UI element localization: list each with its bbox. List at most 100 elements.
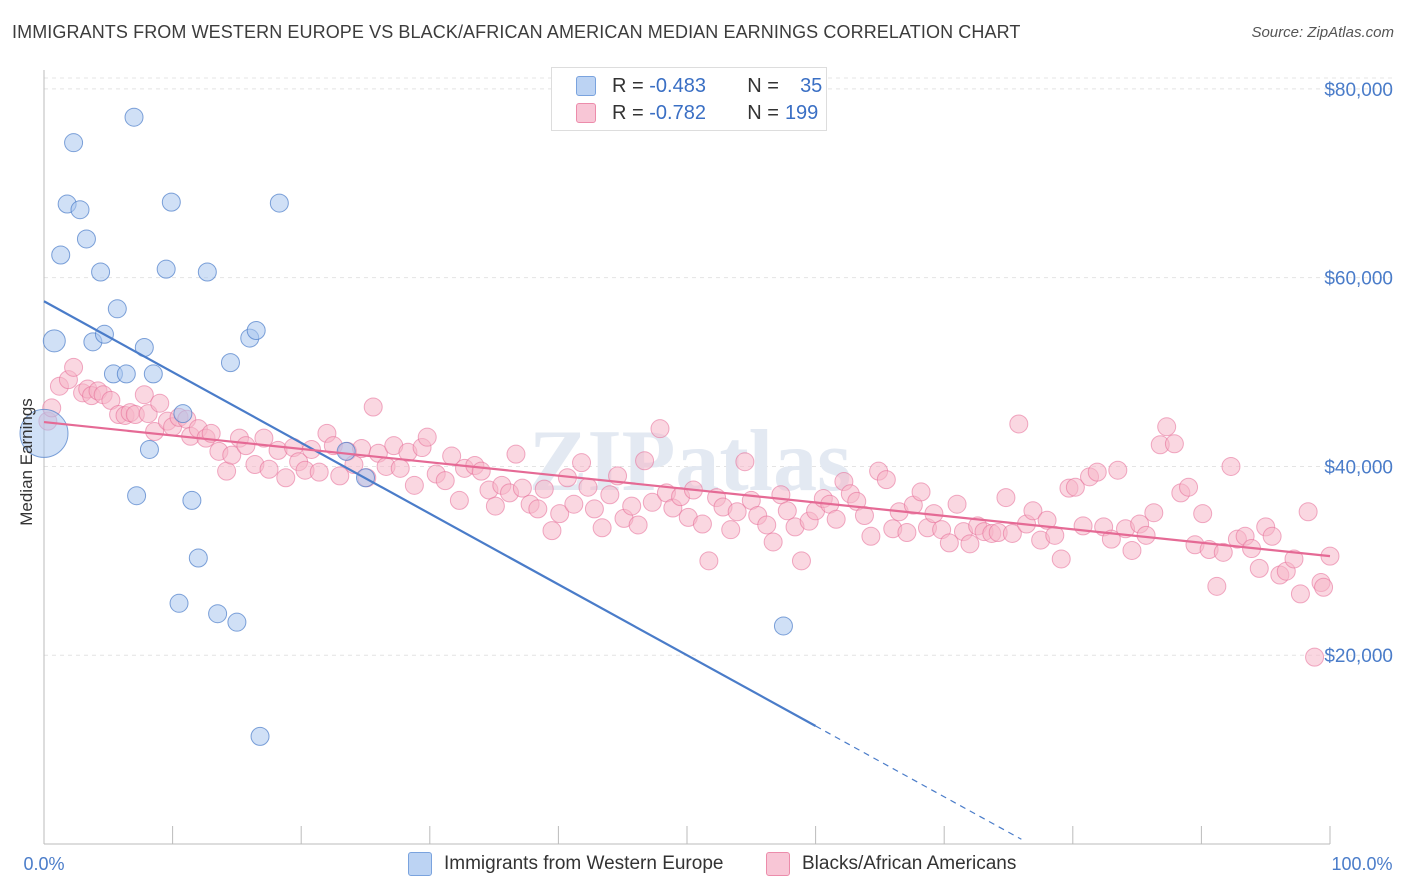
pink-point-133 xyxy=(960,534,980,554)
blue-point-21 xyxy=(173,404,193,424)
pink-point-180 xyxy=(1290,584,1310,604)
pink-point-73 xyxy=(534,479,554,499)
blue-point-12 xyxy=(116,364,136,384)
pink-point-151 xyxy=(1087,462,1107,482)
legend-r-value: -0.483 xyxy=(649,74,706,97)
pink-point-130 xyxy=(939,533,959,553)
pink-point-142 xyxy=(1023,501,1043,521)
pink-point-55 xyxy=(404,475,424,495)
blue-point-22 xyxy=(182,490,202,510)
pink-point-41 xyxy=(309,462,329,482)
pink-point-44 xyxy=(330,466,350,486)
pink-point-80 xyxy=(584,499,604,519)
pink-point-85 xyxy=(622,496,642,516)
pink-point-161 xyxy=(1157,417,1177,437)
blue-point-20 xyxy=(169,593,189,613)
blue-point-26 xyxy=(220,353,240,373)
pink-point-154 xyxy=(1108,460,1128,480)
pink-point-131 xyxy=(947,494,967,514)
pink-point-81 xyxy=(592,518,612,538)
legend-r-label: R = xyxy=(612,101,644,124)
y-axis-label: Median Earnings xyxy=(17,398,36,526)
trend-line-blue-extension xyxy=(815,725,1022,840)
pink-point-89 xyxy=(650,419,670,439)
chart-title: IMMIGRANTS FROM WESTERN EUROPE VS BLACK/… xyxy=(12,22,1021,42)
legend-n-label: N = xyxy=(747,101,779,124)
pink-point-61 xyxy=(449,490,469,510)
blue-point-31 xyxy=(269,193,289,213)
pink-point-105 xyxy=(763,532,783,552)
pink-point-181 xyxy=(1298,502,1318,522)
pink-point-179 xyxy=(1284,549,1304,569)
pink-point-59 xyxy=(435,471,455,491)
pink-point-86 xyxy=(628,515,648,535)
blue-point-8 xyxy=(91,262,111,282)
pink-point-100 xyxy=(727,502,747,522)
trend-line-blue xyxy=(43,300,817,727)
pink-point-70 xyxy=(512,478,532,498)
blue-point-30 xyxy=(250,726,270,746)
pink-point-119 xyxy=(861,526,881,546)
pink-point-28 xyxy=(217,461,237,481)
legend-n-label: N = xyxy=(747,74,779,97)
pink-point-82 xyxy=(600,485,620,505)
y-tick-label-2: $60,000 xyxy=(1324,269,1393,290)
pink-point-69 xyxy=(506,444,526,464)
blue-point-11 xyxy=(107,299,127,319)
pink-point-174 xyxy=(1249,558,1269,578)
blue-point-27 xyxy=(227,612,247,632)
pink-point-96 xyxy=(699,551,719,571)
pink-point-140 xyxy=(1009,414,1029,434)
legend-r-label: R = xyxy=(612,74,644,97)
pink-point-34 xyxy=(259,459,279,479)
pink-point-99 xyxy=(721,520,741,540)
pink-point-107 xyxy=(777,501,797,521)
pink-point-162 xyxy=(1164,434,1184,454)
pink-point-156 xyxy=(1122,540,1142,560)
bottom-legend-pink: Blacks/African Americans xyxy=(766,850,1016,878)
blue-point-19 xyxy=(161,192,181,212)
legend-swatch-blue xyxy=(576,76,596,96)
pink-point-170 xyxy=(1221,456,1241,476)
chart-source: Source: ZipAtlas.com xyxy=(1251,24,1394,41)
pink-point-184 xyxy=(1314,577,1334,597)
bottom-legend-swatch-blue xyxy=(408,852,432,876)
pink-point-138 xyxy=(996,488,1016,508)
pink-point-26 xyxy=(201,423,221,443)
pink-point-109 xyxy=(791,551,811,571)
pink-point-159 xyxy=(1144,503,1164,523)
pink-point-74 xyxy=(542,521,562,541)
legend-n-value: 199 xyxy=(784,101,819,124)
pink-point-139 xyxy=(1002,523,1022,543)
pink-point-146 xyxy=(1051,549,1071,569)
legend-swatch-pink xyxy=(576,103,596,123)
pink-point-95 xyxy=(692,514,712,534)
blue-point-24 xyxy=(197,262,217,282)
blue-point-4 xyxy=(64,133,84,153)
blue-point-1 xyxy=(42,329,66,353)
y-tick-label-0: $20,000 xyxy=(1324,646,1393,667)
pink-point-104 xyxy=(757,515,777,535)
legend-n-value: 35 xyxy=(800,74,823,97)
pink-point-124 xyxy=(897,523,917,543)
blue-point-25 xyxy=(208,604,228,624)
pink-point-78 xyxy=(572,453,592,473)
bottom-legend-swatch-pink xyxy=(766,852,790,876)
blue-point-17 xyxy=(143,364,163,384)
blue-point-6 xyxy=(76,229,96,249)
blue-point-16 xyxy=(139,439,159,459)
pink-point-4 xyxy=(64,357,84,377)
pink-point-33 xyxy=(254,428,274,448)
pink-point-49 xyxy=(363,397,383,417)
trend-lines xyxy=(43,300,1331,840)
blue-point-0 xyxy=(19,408,69,458)
bottom-legend-label-blue: Immigrants from Western Europe xyxy=(444,853,724,874)
pink-point-17 xyxy=(145,422,165,442)
pink-point-169 xyxy=(1213,542,1233,562)
x-tick-label-0: 0.0% xyxy=(23,854,64,874)
pink-point-148 xyxy=(1065,477,1085,497)
blue-point-34 xyxy=(773,616,793,636)
pink-point-15 xyxy=(134,385,154,405)
pink-point-176 xyxy=(1262,526,1282,546)
